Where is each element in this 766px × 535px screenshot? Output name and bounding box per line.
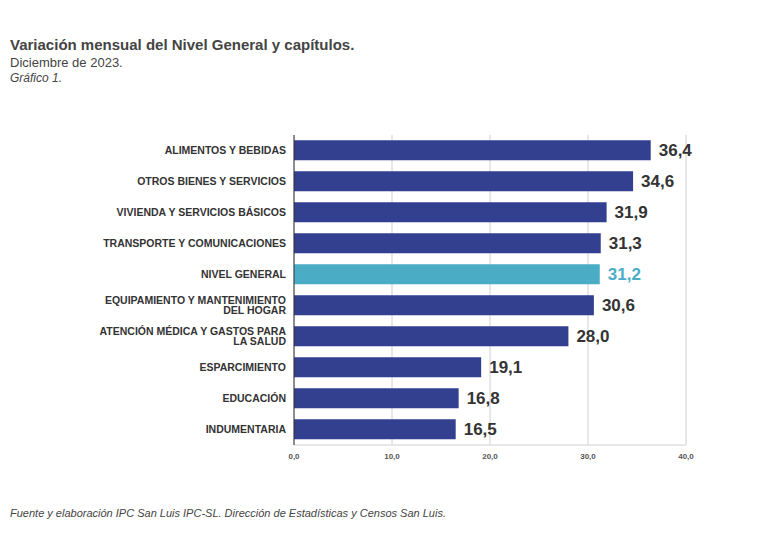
svg-text:16,8: 16,8 — [467, 389, 500, 408]
svg-text:20,0: 20,0 — [482, 452, 498, 461]
svg-text:OTROS BIENES Y SERVICIOS: OTROS BIENES Y SERVICIOS — [137, 175, 286, 187]
svg-text:ESPARCIMIENTO: ESPARCIMIENTO — [199, 361, 286, 373]
svg-text:0,0: 0,0 — [288, 452, 300, 461]
svg-text:10,0: 10,0 — [384, 452, 400, 461]
svg-text:19,1: 19,1 — [489, 358, 522, 377]
svg-text:36,4: 36,4 — [659, 141, 693, 160]
html-text:Variación mensual del Nivel Ge: Variación mensual del Nivel General y ca… — [10, 36, 355, 53]
svg-text:30,0: 30,0 — [580, 452, 596, 461]
svg-text:VIVIENDA Y SERVICIOS BÁSICOS: VIVIENDA Y SERVICIOS BÁSICOS — [117, 206, 286, 218]
svg-text:ALIMENTOS Y BEBIDAS: ALIMENTOS Y BEBIDAS — [165, 144, 286, 156]
svg-text:ATENCIÓN MÉDICA Y GASTOS PARAL: ATENCIÓN MÉDICA Y GASTOS PARALA SALUD — [100, 325, 287, 348]
svg-text:EQUIPAMIENTO Y MANTENIMIENTODE: EQUIPAMIENTO Y MANTENIMIENTODEL HOGAR — [105, 294, 286, 317]
svg-text:40,0: 40,0 — [678, 452, 694, 461]
svg-text:NIVEL GENERAL: NIVEL GENERAL — [201, 268, 287, 280]
svg-text:30,6: 30,6 — [602, 296, 635, 315]
html-text:Fuente y elaboración IPC San L: Fuente y elaboración IPC San Luis IPC-SL… — [10, 507, 446, 519]
svg-text:16,5: 16,5 — [464, 420, 497, 439]
svg-text:31,9: 31,9 — [615, 203, 648, 222]
html-text:Diciembre de 2023.: Diciembre de 2023. — [10, 55, 123, 70]
svg-text:INDUMENTARIA: INDUMENTARIA — [206, 423, 287, 435]
svg-text:31,2: 31,2 — [608, 265, 641, 284]
svg-text:34,6: 34,6 — [641, 172, 674, 191]
svg-text:TRANSPORTE Y COMUNICACIONES: TRANSPORTE Y COMUNICACIONES — [103, 237, 286, 249]
svg-text:31,3: 31,3 — [609, 234, 642, 253]
svg-text:28,0: 28,0 — [576, 327, 609, 346]
svg-text:EDUCACIÓN: EDUCACIÓN — [222, 392, 286, 404]
html-text:Gráfico 1.: Gráfico 1. — [10, 71, 62, 85]
